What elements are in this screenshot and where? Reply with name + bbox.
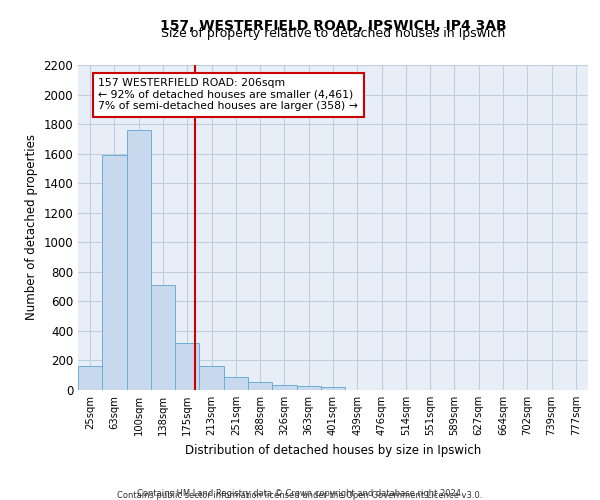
Bar — [272, 385, 296, 390]
Bar — [199, 366, 224, 390]
Bar — [296, 386, 321, 390]
Text: 157, WESTERFIELD ROAD, IPSWICH, IP4 3AB: 157, WESTERFIELD ROAD, IPSWICH, IP4 3AB — [160, 18, 506, 32]
Bar — [248, 382, 272, 390]
Bar — [175, 342, 199, 390]
Bar — [78, 366, 102, 390]
Text: Contains public sector information licensed under the Open Government Licence v3: Contains public sector information licen… — [118, 491, 482, 500]
Bar — [224, 376, 248, 390]
Bar — [151, 285, 175, 390]
Bar — [321, 387, 345, 390]
Bar — [127, 130, 151, 390]
Y-axis label: Number of detached properties: Number of detached properties — [25, 134, 38, 320]
Text: 157 WESTERFIELD ROAD: 206sqm
← 92% of detached houses are smaller (4,461)
7% of : 157 WESTERFIELD ROAD: 206sqm ← 92% of de… — [98, 78, 358, 111]
Title: Size of property relative to detached houses in Ipswich: Size of property relative to detached ho… — [161, 27, 505, 40]
Text: Contains HM Land Registry data © Crown copyright and database right 2024.: Contains HM Land Registry data © Crown c… — [137, 488, 463, 498]
X-axis label: Distribution of detached houses by size in Ipswich: Distribution of detached houses by size … — [185, 444, 481, 456]
Bar — [102, 155, 127, 390]
